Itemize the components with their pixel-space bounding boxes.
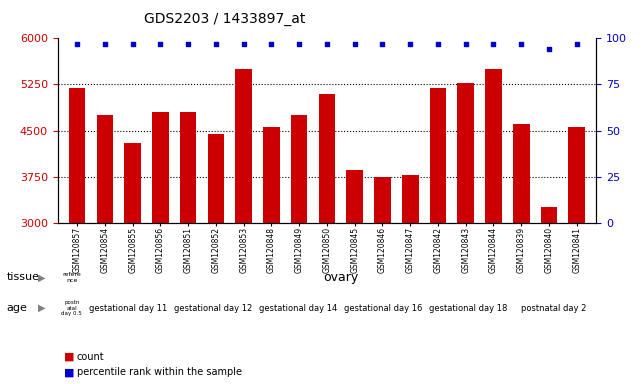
Point <box>460 41 470 47</box>
Point <box>72 41 82 47</box>
Bar <box>346 170 363 223</box>
Text: age: age <box>6 303 28 313</box>
Point <box>349 41 360 47</box>
Text: postn
atal
day 0.5: postn atal day 0.5 <box>62 300 82 316</box>
Point <box>572 41 582 47</box>
Text: ■: ■ <box>64 367 74 377</box>
Bar <box>124 143 141 223</box>
Point <box>544 46 554 53</box>
Bar <box>485 69 502 223</box>
Point <box>155 41 165 47</box>
Point <box>266 41 276 47</box>
Point <box>238 41 249 47</box>
Point <box>100 41 110 47</box>
Point <box>294 41 304 47</box>
Point <box>433 41 443 47</box>
Text: percentile rank within the sample: percentile rank within the sample <box>77 367 242 377</box>
Bar <box>540 207 557 223</box>
Bar <box>319 94 335 223</box>
Text: gestational day 18: gestational day 18 <box>429 304 508 313</box>
Bar <box>235 69 252 223</box>
Text: tissue: tissue <box>6 272 39 283</box>
Bar <box>429 88 446 223</box>
Text: ■: ■ <box>64 352 74 362</box>
Text: ▶: ▶ <box>38 272 46 283</box>
Bar <box>513 124 529 223</box>
Text: gestational day 16: gestational day 16 <box>344 304 423 313</box>
Bar <box>69 88 85 223</box>
Bar <box>180 112 196 223</box>
Bar <box>569 127 585 223</box>
Bar <box>152 112 169 223</box>
Point <box>322 41 332 47</box>
Bar <box>97 115 113 223</box>
Text: GDS2203 / 1433897_at: GDS2203 / 1433897_at <box>144 12 305 25</box>
Point <box>211 41 221 47</box>
Point <box>488 41 499 47</box>
Bar <box>291 115 308 223</box>
Point <box>516 41 526 47</box>
Bar <box>208 134 224 223</box>
Point <box>128 41 138 47</box>
Text: ▶: ▶ <box>38 303 46 313</box>
Point <box>183 41 194 47</box>
Bar <box>402 175 419 223</box>
Text: gestational day 11: gestational day 11 <box>89 304 168 313</box>
Text: gestational day 14: gestational day 14 <box>260 304 338 313</box>
Bar <box>263 127 279 223</box>
Text: postnatal day 2: postnatal day 2 <box>521 304 587 313</box>
Bar <box>458 83 474 223</box>
Text: refere
nce: refere nce <box>62 272 81 283</box>
Text: ovary: ovary <box>324 271 359 284</box>
Point <box>405 41 415 47</box>
Text: count: count <box>77 352 104 362</box>
Bar <box>374 177 391 223</box>
Point <box>378 41 388 47</box>
Text: gestational day 12: gestational day 12 <box>174 304 253 313</box>
